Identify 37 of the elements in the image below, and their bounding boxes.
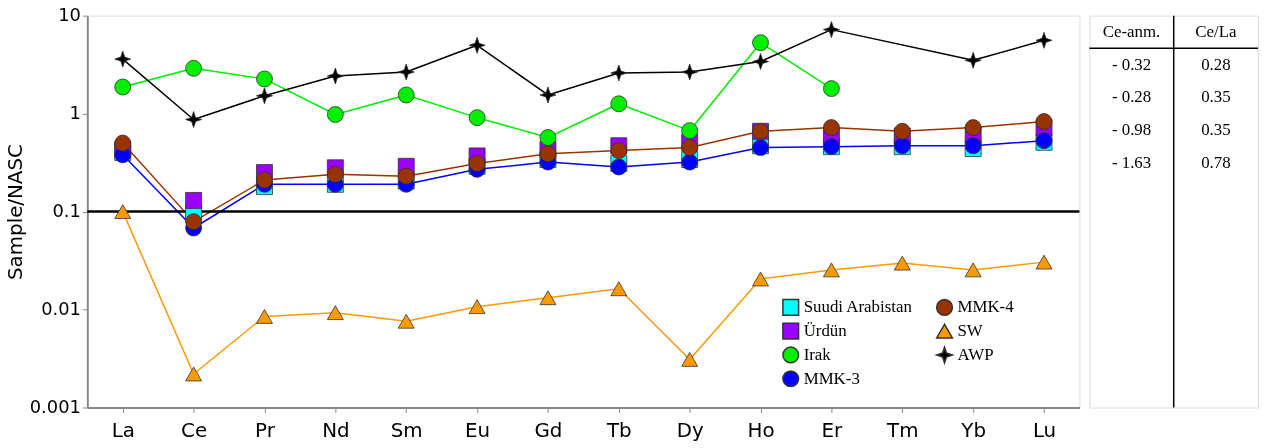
x-tick-label: Ce bbox=[181, 418, 208, 442]
text: 0.35 bbox=[1201, 87, 1231, 107]
legend-label: AWP bbox=[957, 344, 994, 364]
y-axis-title: Sample/NASC bbox=[3, 144, 27, 281]
x-tick-label: Sm bbox=[390, 418, 423, 442]
text: 0.28 bbox=[1201, 54, 1231, 74]
legend-label: Ürdün bbox=[803, 321, 848, 341]
legend-label: Irak bbox=[803, 344, 832, 364]
text: - 1.63 bbox=[1111, 152, 1152, 172]
y-tick-label: 0.1 bbox=[52, 200, 81, 222]
x-tick-label: Nd bbox=[322, 418, 350, 442]
legend-label: MMK-3 bbox=[803, 368, 860, 388]
x-tick-label: Tb bbox=[605, 418, 632, 442]
x-tick-label: Dy bbox=[676, 418, 704, 442]
text: Ce/La bbox=[1195, 21, 1237, 41]
text: 0.35 bbox=[1201, 119, 1231, 139]
y-tick-label: 0.01 bbox=[41, 298, 81, 320]
legend-label: MMK-4 bbox=[957, 297, 1015, 317]
x-tick-label: Eu bbox=[465, 418, 491, 442]
x-tick-label: Pr bbox=[255, 418, 276, 442]
x-tick-label: La bbox=[111, 418, 135, 442]
y-tick-label: 1 bbox=[69, 102, 81, 124]
text: - 0.98 bbox=[1111, 119, 1152, 139]
text: 0.78 bbox=[1201, 152, 1231, 172]
legend-label: Suudi Arabistan bbox=[803, 297, 913, 317]
x-tick-label: Yb bbox=[960, 418, 987, 442]
x-tick-label: Gd bbox=[534, 418, 563, 442]
x-tick-label: Tm bbox=[886, 418, 919, 442]
text: - 0.32 bbox=[1111, 54, 1152, 74]
y-tick-label: 10 bbox=[58, 4, 81, 26]
text: Ce-anm. bbox=[1102, 21, 1161, 41]
x-tick-label: Er bbox=[821, 418, 844, 442]
x-tick-label: Ho bbox=[747, 418, 775, 442]
legend-label: SW bbox=[957, 321, 983, 341]
x-tick-label: Lu bbox=[1032, 418, 1057, 442]
y-tick-label: 0.001 bbox=[29, 396, 81, 417]
text: - 0.28 bbox=[1111, 87, 1152, 107]
